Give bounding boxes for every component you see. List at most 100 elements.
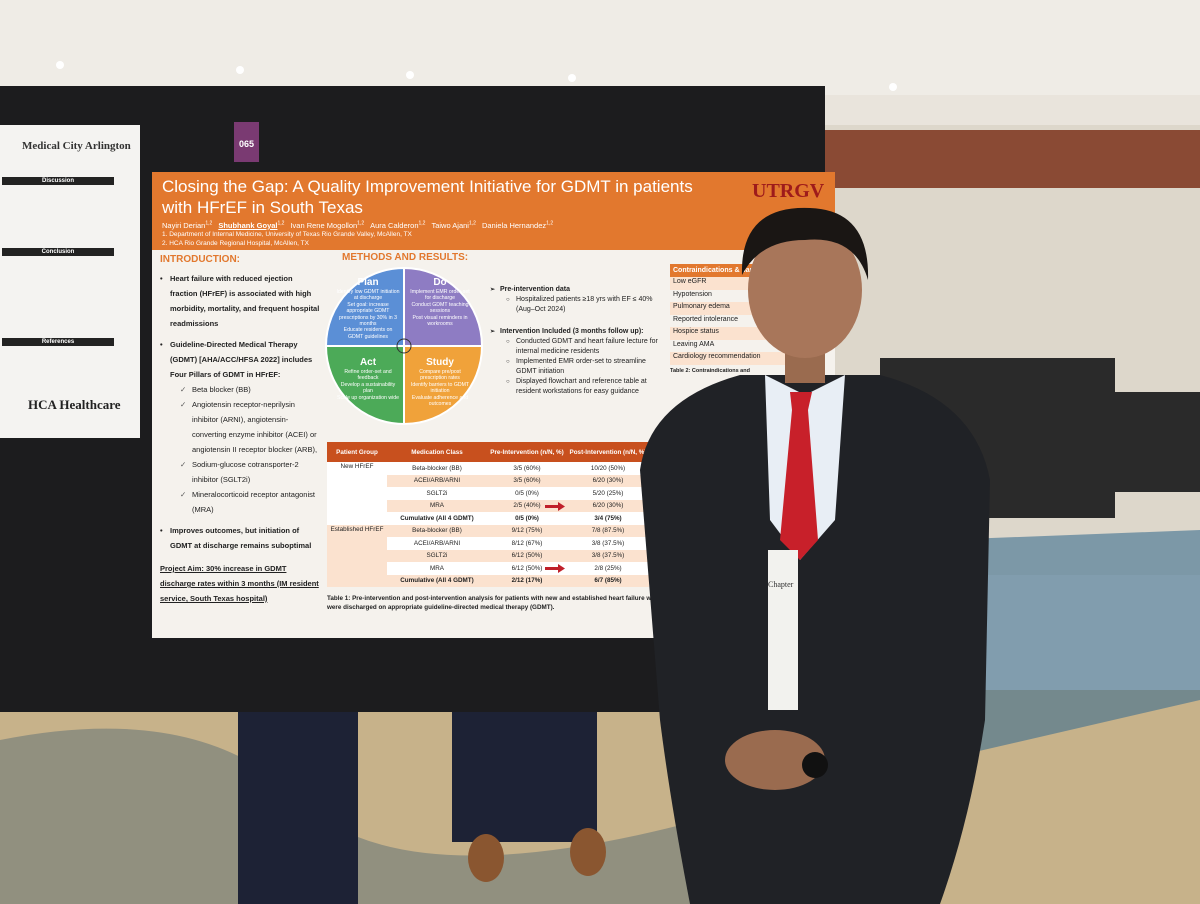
hands <box>725 730 825 790</box>
results-table: Patient Group Medication Class Pre-Interve… <box>327 442 649 587</box>
cycle-graphic <box>324 266 484 426</box>
author: Ivan Rene Mogollon1,2 <box>290 220 365 230</box>
cycle-item: Implement EMR order-set for discharge <box>410 289 470 302</box>
table-cell: 3/5 (60%) <box>487 474 567 487</box>
affiliations: 1. Department of Internal Medicine, Univ… <box>162 230 722 248</box>
cycle-quadrant: Act Refine order-set and feedback Develop … <box>336 356 400 401</box>
shoe <box>468 834 504 882</box>
person-legs <box>238 712 358 904</box>
table-cell: Cumulative (All 4 GDMT) <box>387 574 487 587</box>
intro-subitem: Sodium-glucose cotransporter-2 inhibitor… <box>170 457 320 487</box>
step-subitem: Implemented EMR order-set to streamline … <box>500 357 664 377</box>
table-row: Established HFrEF Beta-blocker (BB) 9/12 (… <box>327 524 649 587</box>
barrier: Reported intolerance <box>673 315 738 323</box>
barriers-caption: Table 2: Contraindications and <box>670 367 750 374</box>
intro-item: Improves outcomes, but initiation of GDM… <box>160 523 320 553</box>
table-cell: 3/8 (37.5%) <box>567 549 649 562</box>
cycle-item: Set goal: increase appropriate GDMT pres… <box>339 301 397 328</box>
intro-note: Four Pillars of GDMT in HFrEF: <box>170 370 281 379</box>
table-row: MRA 6/12 (50%) 2/8 (25%) <box>327 562 649 575</box>
cycle-item: Conduct GDMT teaching sessions <box>411 301 469 315</box>
author-affiliation: 1,2 <box>418 220 426 226</box>
cycle-label: Study <box>426 357 454 368</box>
table-cell: Beta-blocker (BB) <box>387 462 487 475</box>
table-row: MRA 2/5 (40%) 6/20 (30%) <box>327 499 649 512</box>
step-subitem: Displayed flowchart and reference table … <box>500 377 664 397</box>
table-row: New HFrEF Beta-blocker (BB) 3/5 (60%) 10/20… <box>327 462 649 525</box>
author-name: Nayiri Derian <box>162 220 206 230</box>
board-number: 065 <box>234 122 259 162</box>
table-cell: 3/8 (37.5%) <box>567 537 649 550</box>
step-subitem: Hospitalized patients ≥18 yrs with EF ≤ … <box>500 295 664 315</box>
cycle-quadrant: Do Implement EMR order-set for discharge C… <box>408 276 472 327</box>
table-cell: 8/12 (67%) <box>487 537 567 550</box>
cycle-item: Evaluate adherence and outcomes <box>411 394 469 408</box>
table-cell: MRA <box>387 562 487 575</box>
table-row: ACEI/ARB/ARNI 3/5 (60%) 6/20 (30%) <box>327 474 649 487</box>
section-heading: References <box>2 338 114 346</box>
cycle-item: Refine order-set and feedback <box>344 369 392 382</box>
section-heading: METHODS AND RESULTS: <box>342 252 469 263</box>
plan-quadrant <box>324 266 405 347</box>
person-legs <box>452 712 597 842</box>
step-text: Pre-intervention data <box>500 286 571 293</box>
barrier: Hypotension <box>673 290 712 298</box>
author-name: Taiwo Ajani <box>431 220 469 230</box>
table-cell: 2/8 (25%) <box>567 562 649 575</box>
cycle-quadrant: Plan Identify low GDMT initiation at disc… <box>336 276 400 340</box>
ceiling-light <box>568 74 576 82</box>
table-cell: 0/5 (0%) <box>487 487 567 500</box>
author: Taiwo Ajani1,2 <box>431 220 476 230</box>
table-row: Cumulative (All 4 GDMT) 2/12 (17%) 6/7 (85… <box>327 574 649 587</box>
side-poster: Medical City Arlington Discussion Conclu… <box>0 125 140 438</box>
watch <box>802 752 828 778</box>
cycle-item: Scale up organization wide <box>336 394 399 401</box>
table-cell: Cumulative (All 4 GDMT) <box>387 512 487 525</box>
table-cell: 2/12 (17%) <box>487 574 567 587</box>
column-header: Patient Group <box>327 442 387 462</box>
author: Shubhank Goyal1,2 <box>218 220 284 230</box>
section-heading: INTRODUCTION: <box>160 254 240 265</box>
ceiling-light <box>889 83 897 91</box>
table-cell: 0/5 (0%) <box>487 512 567 525</box>
author: Nayiri Derian1,2 <box>162 220 213 230</box>
ceiling-light <box>56 61 64 69</box>
tie <box>780 392 818 560</box>
name-badge <box>768 550 798 710</box>
poster-header <box>152 172 835 250</box>
table-cell: 9/12 (75%) <box>487 524 567 537</box>
face <box>748 222 862 358</box>
table-row: SGLT2i 0/5 (0%) 5/20 (25%) <box>327 487 649 500</box>
suit <box>640 375 990 904</box>
arrow-shape <box>545 564 565 573</box>
column-header: Post-Intervention (n/N, %) <box>567 442 649 462</box>
footer-logo: HCA Healthcare <box>28 397 121 412</box>
author-affiliation: 1,2 <box>205 220 213 226</box>
carpet-pattern <box>0 728 700 904</box>
table-cell: 5/20 (25%) <box>567 487 649 500</box>
introduction: INTRODUCTION: Heart failure with reduced… <box>160 252 320 606</box>
author-affiliation: 1,2 <box>468 220 476 226</box>
ceiling <box>0 0 1200 95</box>
cycle-quadrant: Study Compare pre/post prescription rates… <box>408 356 472 407</box>
cycle-label: Plan <box>357 277 379 288</box>
act-quadrant <box>324 345 405 426</box>
authors: Nayiri Derian1,2 Shubhank Goyal1,2 Ivan Re… <box>162 220 722 230</box>
cycle-label: Do <box>433 277 447 288</box>
author-affiliation: 1,2 <box>357 220 365 226</box>
cycle-item: Identify barriers to GDMT initiation <box>410 381 470 395</box>
logo: UTRGV <box>752 180 825 202</box>
table-cell: 3/5 (60%) <box>487 462 567 475</box>
table-row: SGLT2i 6/12 (50%) 3/8 (37.5%) <box>327 549 649 562</box>
intro-text: Heart failure with reduced ejection frac… <box>170 274 320 328</box>
header-row: Patient Group Medication Class Pre-Interve… <box>327 442 649 462</box>
table-cell: 6/20 (30%) <box>567 474 649 487</box>
table-cell: SGLT2i <box>387 487 487 500</box>
author: Daniela Hernandez1,2 <box>482 220 553 230</box>
intro-item: Heart failure with reduced ejection frac… <box>160 271 320 331</box>
intro-text: Guideline-Directed Medical Therapy (GDMT… <box>170 340 313 364</box>
arrow-shape <box>545 501 565 511</box>
arrow <box>545 501 565 511</box>
hair <box>741 207 869 280</box>
